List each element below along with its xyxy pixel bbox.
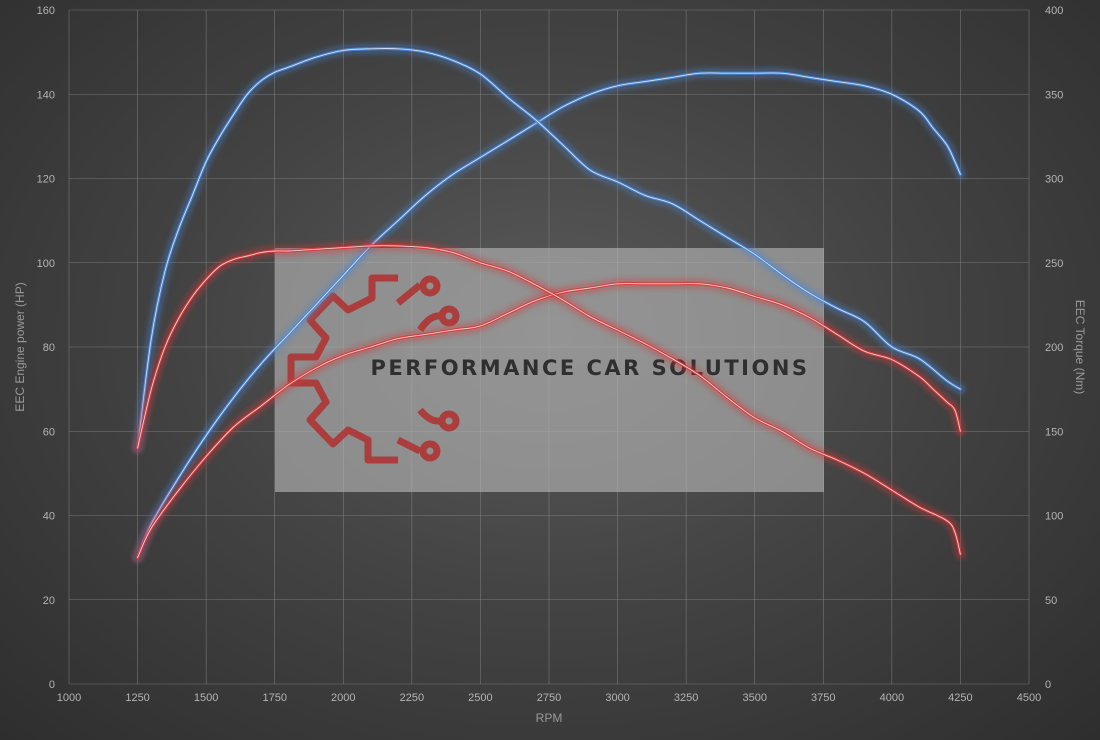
x-tick-label: 4500 [1017,692,1041,704]
x-tick-label: 4000 [880,692,904,704]
x-axis-title: RPM [536,711,563,725]
y-right-tick-label: 100 [1045,511,1063,523]
x-tick-label: 1250 [125,692,149,704]
x-tick-label: 3500 [742,692,766,704]
x-tick-label: 2000 [331,692,355,704]
y-left-tick-label: 60 [43,426,55,438]
y-left-tick-label: 140 [37,89,55,101]
series-highlight [137,283,961,559]
y-right-tick-label: 350 [1045,89,1063,101]
series-layer [133,43,965,563]
series-stock-power [133,278,965,563]
x-tick-label: 2500 [468,692,492,704]
x-tick-label: 2250 [400,692,424,704]
x-tick-label: 1750 [262,692,286,704]
series-highlight [137,245,961,555]
series-stock-torque [133,241,965,559]
y-right-tick-label: 200 [1045,342,1063,354]
y-left-tick-label: 160 [37,5,55,17]
y-right-tick-label: 0 [1045,679,1051,691]
watermark: PERFORMANCE CAR SOLUTIONS [275,248,824,492]
series-highlight [137,48,961,449]
y-left-tick-label: 0 [49,679,55,691]
series-highlight [137,72,961,559]
y-left-tick-label: 20 [43,595,55,607]
y-right-tick-label: 250 [1045,258,1063,270]
x-tick-label: 3750 [811,692,835,704]
y-left-tick-label: 80 [43,342,55,354]
x-tick-label: 3000 [605,692,629,704]
y-right-tick-label: 50 [1045,595,1057,607]
x-tick-label: 4250 [948,692,972,704]
y-axis-left-title: EEC Engine power (HP) [13,282,27,411]
x-tick-label: 1000 [57,692,81,704]
y-left-tick-label: 100 [37,258,55,270]
y-left-tick-label: 40 [43,511,55,523]
x-tick-label: 1500 [194,692,218,704]
y-right-tick-label: 300 [1045,174,1063,186]
y-right-tick-label: 150 [1045,426,1063,438]
tick-labels: 1000 1250 1500 1750 2000 2250 2500 2750 3000 3250… [37,5,1064,704]
x-tick-label: 2750 [537,692,561,704]
gear-circuit-logo [287,274,460,464]
series-tuned-torque [133,43,965,453]
y-left-tick-label: 120 [37,174,55,186]
y-right-tick-label: 400 [1045,5,1063,17]
brand-name: PERFORMANCE CAR SOLUTIONS [370,356,809,380]
y-axis-right-title: EEC Torque (Nm) [1073,300,1087,394]
series-tuned-power [133,68,965,563]
x-tick-label: 3250 [674,692,698,704]
